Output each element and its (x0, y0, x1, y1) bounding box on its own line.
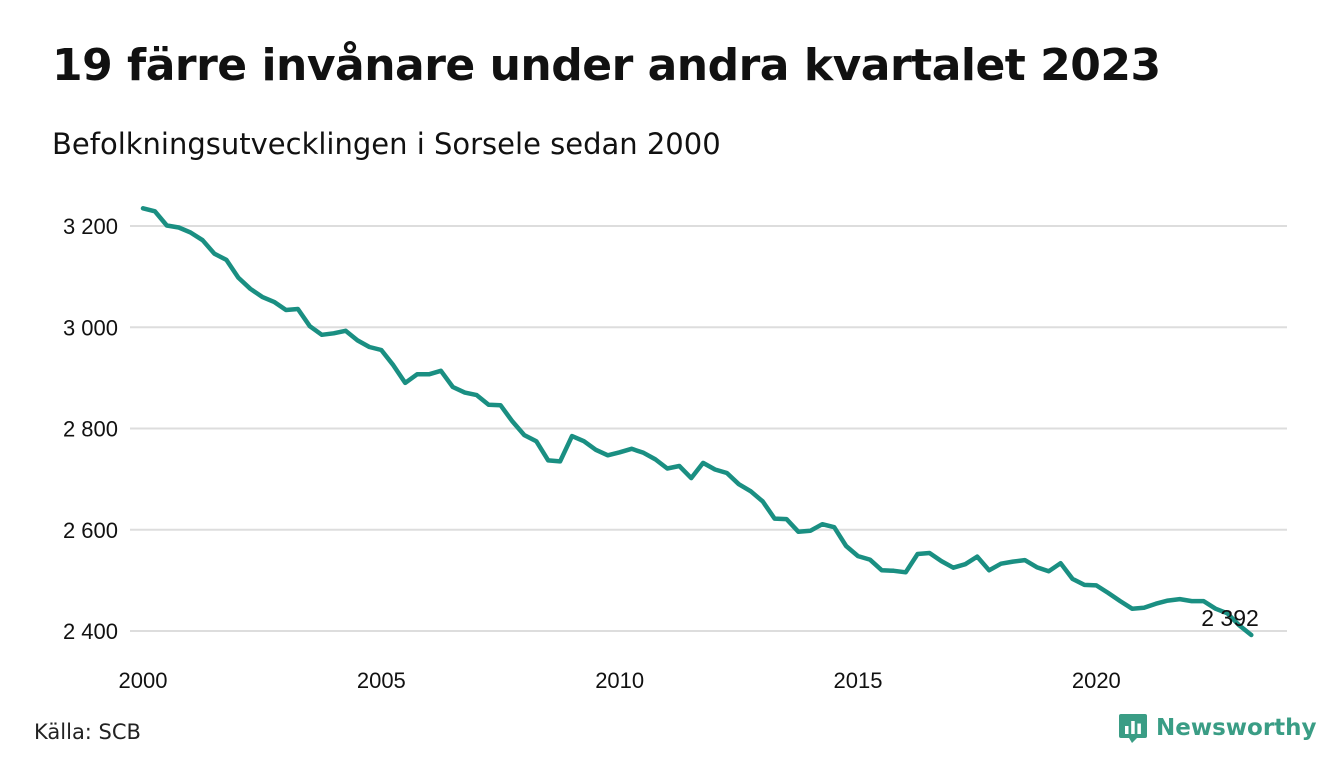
y-tick-label: 3 000 (63, 315, 118, 340)
y-axis-tick-labels: 2 400 2 600 2 800 3 000 3 200 (63, 214, 118, 644)
source-credit: Källa: SCB (34, 720, 141, 744)
y-tick-label: 3 200 (63, 214, 118, 239)
y-tick-label: 2 600 (63, 518, 118, 543)
population-series-line (140, 206, 1254, 638)
brand-name: Newsworthy (1156, 715, 1317, 741)
chart-title: 19 färre invånare under andra kvartalet … (52, 40, 1161, 91)
chart-bubble-icon (1119, 714, 1147, 743)
x-tick-label: 2010 (595, 668, 644, 693)
x-tick-label: 2000 (119, 668, 168, 693)
chart-subtitle: Befolkningsutvecklingen i Sorsele sedan … (52, 127, 721, 161)
end-value-label: 2 392 (1201, 605, 1259, 631)
x-tick-label: 2015 (834, 668, 883, 693)
gridlines (130, 225, 1287, 632)
y-tick-label: 2 800 (63, 417, 118, 442)
x-axis-tick-labels: 2000 2005 2010 2015 2020 (119, 668, 1121, 693)
y-tick-label: 2 400 (63, 619, 118, 644)
newsworthy-logo[interactable]: Newsworthy (1118, 712, 1317, 744)
x-tick-label: 2005 (357, 668, 406, 693)
x-tick-label: 2020 (1072, 668, 1121, 693)
